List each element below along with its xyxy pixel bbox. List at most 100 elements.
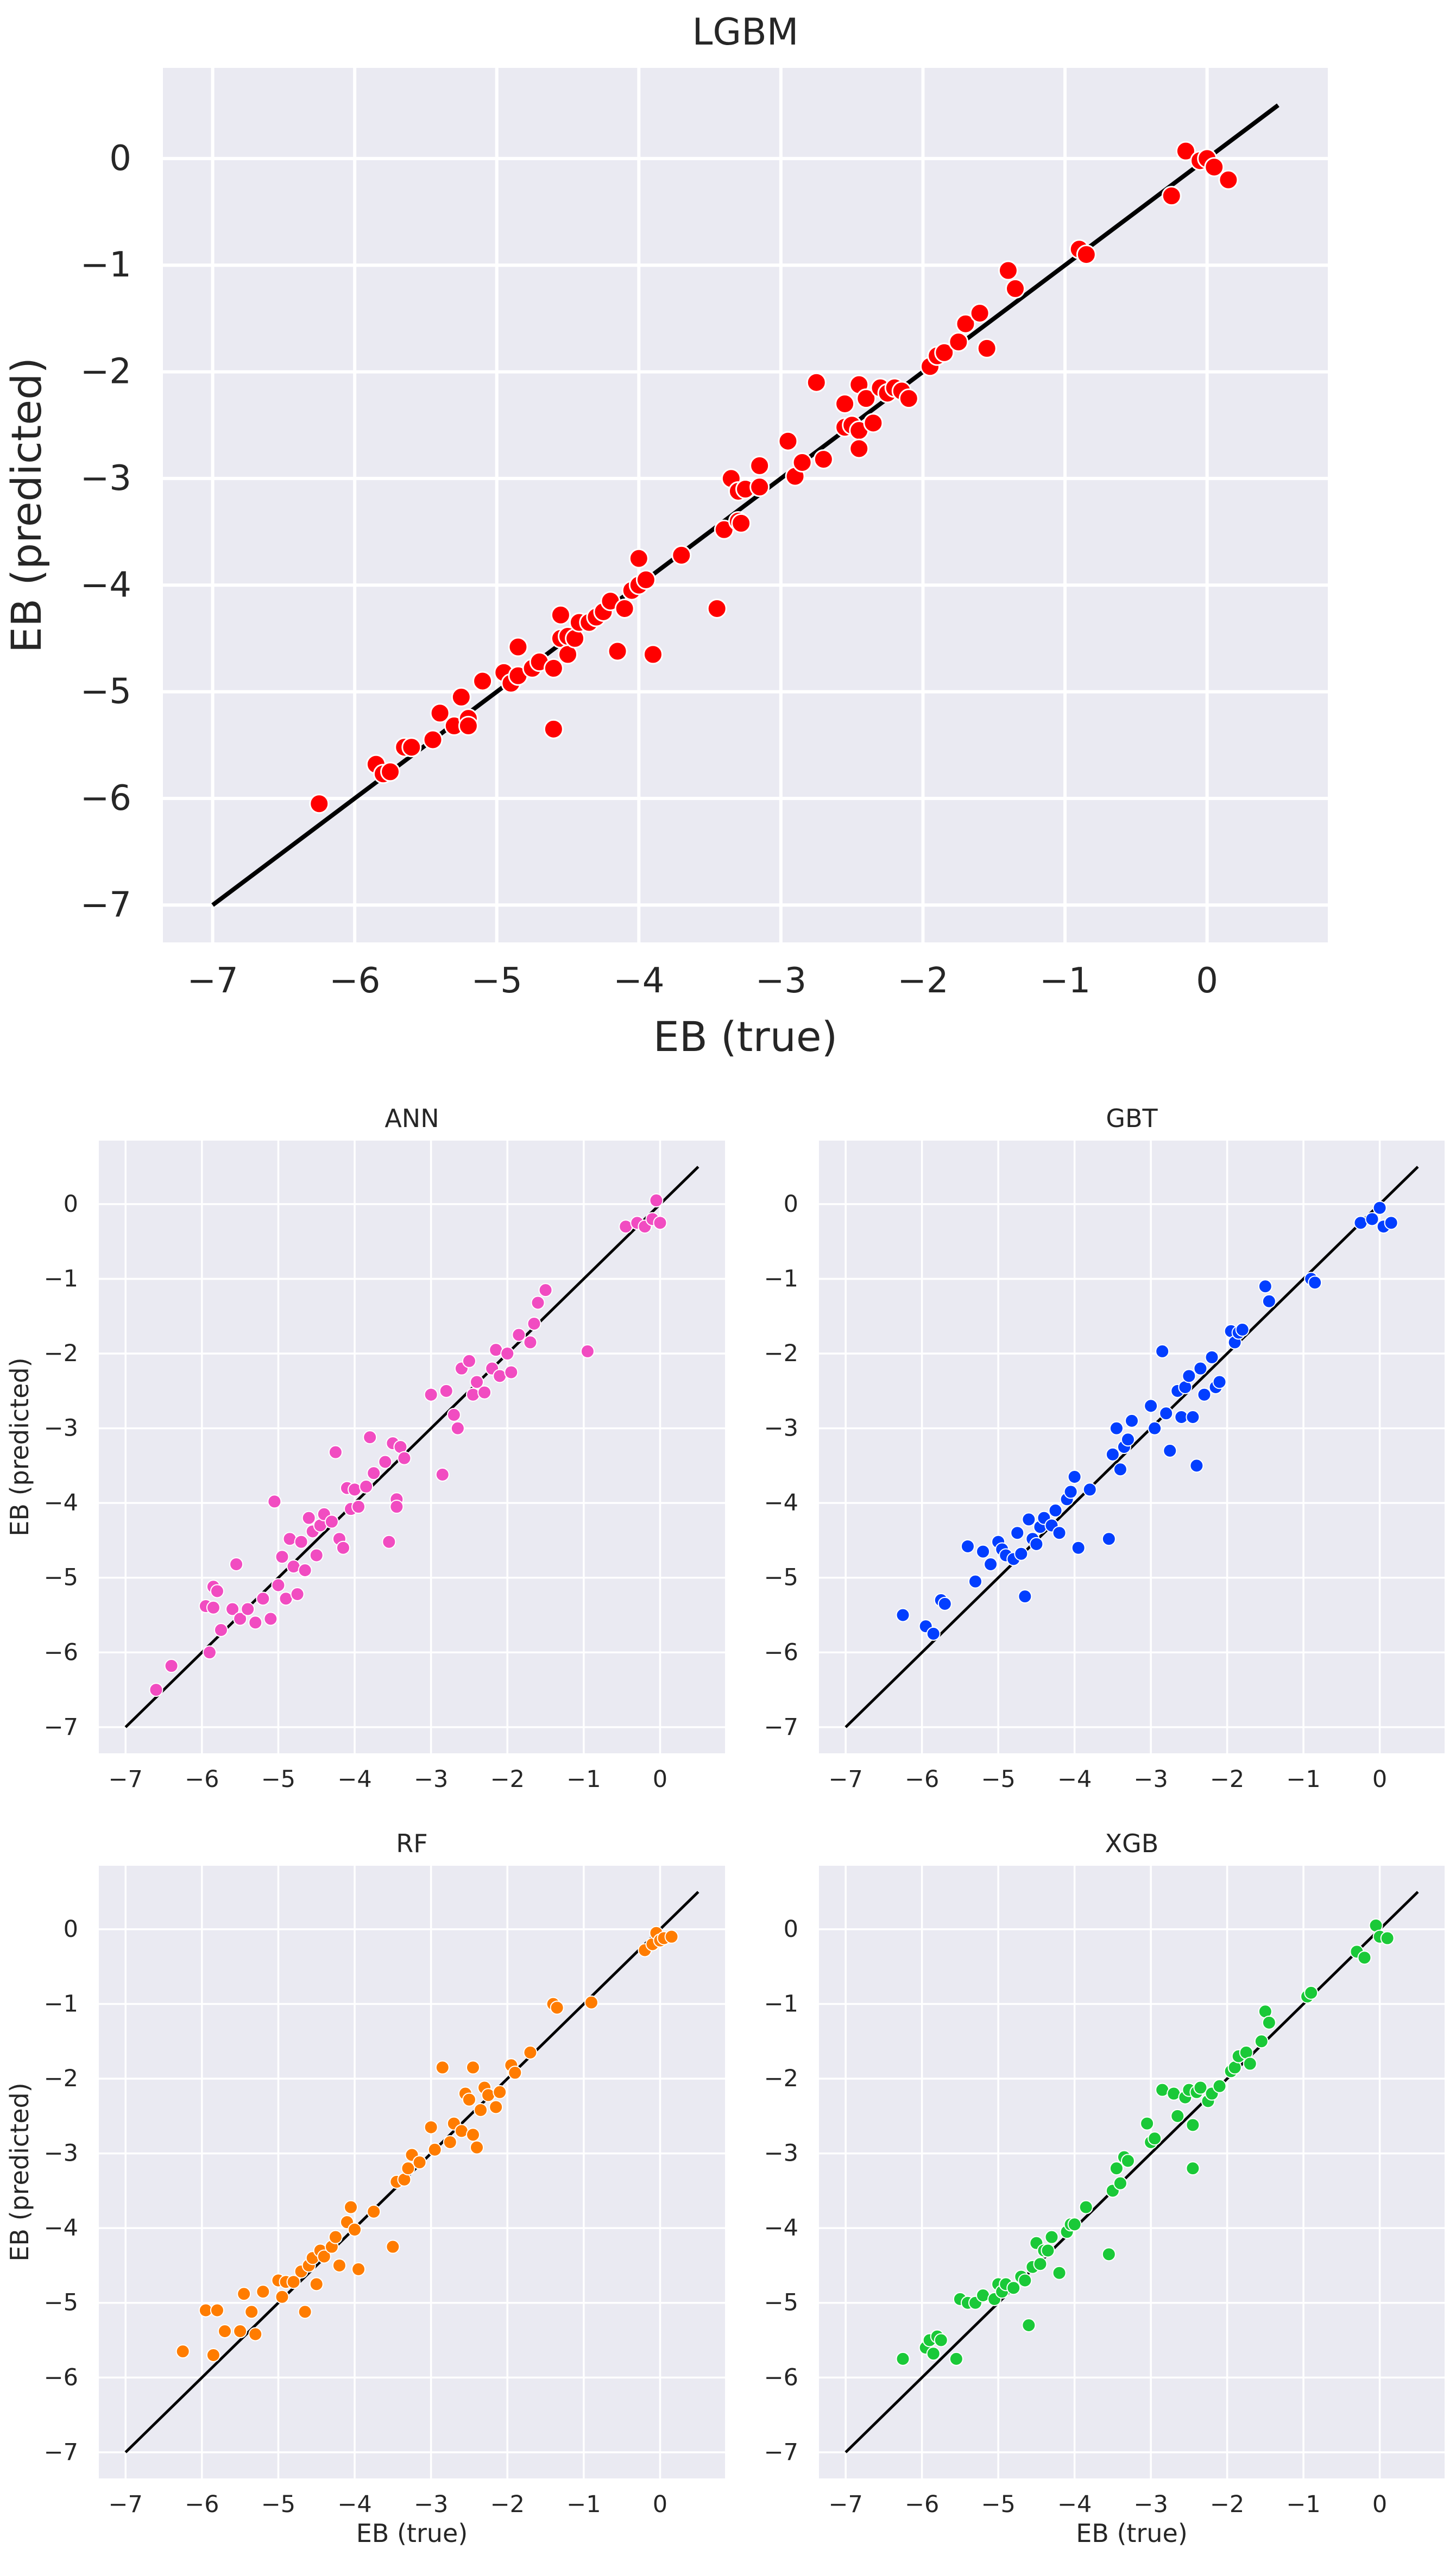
lgbm-data-point bbox=[635, 569, 656, 590]
ann-data-point bbox=[439, 1383, 453, 1398]
ann-data-point bbox=[210, 1584, 224, 1599]
xgb-data-point bbox=[1186, 2118, 1200, 2132]
ann-data-point bbox=[348, 1482, 362, 1497]
lgbm-y-tick-label: −6 bbox=[80, 778, 131, 819]
ann-data-point bbox=[324, 1514, 339, 1529]
lgbm-data-point bbox=[934, 342, 955, 363]
rf-data-point bbox=[462, 2092, 476, 2107]
gbt-data-point bbox=[1120, 1432, 1135, 1447]
lgbm-data-point bbox=[1204, 157, 1225, 178]
xgb-panel: −7 −6 −5 −4 −3 −2 −1 0 −7 −6 −5 −4 −3 −2 −1 0 XGB EB (tru… bbox=[764, 1829, 1445, 2548]
rf-data-point bbox=[386, 2239, 400, 2254]
lgbm-data-point bbox=[792, 452, 812, 473]
gbt-x-tick-label: −5 bbox=[981, 1766, 1015, 1793]
rf-y-tick-label: −3 bbox=[44, 2140, 78, 2167]
xgb-data-point bbox=[1052, 2265, 1067, 2280]
ann-data-point bbox=[477, 1385, 492, 1400]
lgbm-data-point bbox=[451, 687, 471, 707]
lgbm-data-point bbox=[380, 762, 401, 782]
gbt-data-point bbox=[1235, 1323, 1250, 1337]
ann-data-point bbox=[202, 1645, 217, 1660]
gbt-data-point bbox=[1029, 1537, 1044, 1551]
gbt-y-tick-label: −6 bbox=[764, 1639, 798, 1666]
lgbm-data-point bbox=[550, 605, 571, 625]
ann-data-point bbox=[462, 1354, 476, 1368]
xgb-data-point bbox=[1006, 2281, 1021, 2295]
gbt-data-point bbox=[1163, 1443, 1177, 1458]
ann-x-tick-label: 0 bbox=[653, 1766, 667, 1793]
lgbm-data-point bbox=[707, 598, 727, 619]
ann-x-tick-label: −6 bbox=[185, 1766, 219, 1793]
gbt-data-point bbox=[1262, 1294, 1276, 1308]
gbt-data-point bbox=[1048, 1503, 1063, 1518]
ann-y-tick-label: −2 bbox=[44, 1340, 78, 1367]
gbt-y-tick-label: 0 bbox=[784, 1191, 798, 1218]
gbt-data-point bbox=[1022, 1512, 1036, 1527]
rf-data-point bbox=[298, 2305, 312, 2319]
xgb-y-tick-label: −6 bbox=[764, 2364, 798, 2391]
rf-data-point bbox=[344, 2200, 358, 2214]
gbt-data-point bbox=[937, 1596, 952, 1611]
gbt-data-point bbox=[984, 1557, 998, 1571]
rf-data-point bbox=[424, 2120, 438, 2135]
ann-data-point bbox=[363, 1430, 377, 1445]
lgbm-data-point bbox=[671, 545, 692, 565]
gbt-data-point bbox=[1071, 1540, 1086, 1555]
ann-data-point bbox=[446, 1407, 461, 1422]
lgbm-data-point bbox=[430, 703, 450, 723]
rf-y-tick-label: −2 bbox=[44, 2065, 78, 2092]
rf-data-point bbox=[210, 2303, 224, 2318]
ann-data-point bbox=[290, 1587, 305, 1601]
ann-y-tick-label: −1 bbox=[44, 1265, 78, 1292]
lgbm-data-point bbox=[1005, 278, 1026, 299]
lgbm-data-point bbox=[508, 637, 528, 657]
lgbm-data-point bbox=[1218, 169, 1239, 190]
xgb-data-point bbox=[1193, 2080, 1208, 2095]
xgb-x-tick-label: −3 bbox=[1133, 2491, 1168, 2518]
rf-x-tick-label: 0 bbox=[653, 2491, 667, 2518]
rf-title: RF bbox=[396, 1829, 427, 1858]
rf-data-point bbox=[309, 2277, 324, 2292]
rf-data-point bbox=[248, 2327, 263, 2342]
rf-data-point bbox=[218, 2324, 232, 2339]
ann-data-point bbox=[367, 1466, 381, 1481]
xgb-data-point bbox=[1079, 2200, 1093, 2214]
rf-data-point bbox=[244, 2305, 259, 2319]
lgbm-x-tick-label: −3 bbox=[755, 961, 806, 1001]
ann-data-point bbox=[523, 1335, 538, 1350]
gbt-data-point bbox=[1109, 1421, 1124, 1436]
ann-data-point bbox=[149, 1683, 163, 1697]
xgb-data-point bbox=[1140, 2116, 1155, 2131]
ann-y-tick-label: −4 bbox=[44, 1489, 78, 1516]
gbt-data-point bbox=[1212, 1375, 1227, 1389]
lgbm-data-point bbox=[849, 438, 869, 459]
xgb-data-point bbox=[1186, 2161, 1200, 2176]
ann-x-tick-label: −4 bbox=[337, 1766, 371, 1793]
ann-data-point bbox=[435, 1467, 450, 1482]
rf-data-point bbox=[401, 2161, 415, 2176]
rf-data-point bbox=[286, 2275, 301, 2289]
gbt-data-point bbox=[1308, 1275, 1322, 1290]
lgbm-y-axis-label: EB (predicted) bbox=[2, 357, 51, 653]
gbt-y-tick-label: −7 bbox=[764, 1714, 798, 1741]
rf-y-axis-label: EB (predicted) bbox=[5, 2082, 34, 2261]
rf-data-point bbox=[493, 2085, 507, 2099]
ann-data-point bbox=[282, 1532, 297, 1546]
ann-data-point bbox=[298, 1563, 312, 1577]
ann-x-tick-label: −3 bbox=[414, 1766, 448, 1793]
lgbm-data-point bbox=[614, 598, 635, 619]
gbt-panel: −7 −6 −5 −4 −3 −2 −1 0 −7 −6 −5 −4 −3 −2 −1 0 GBT bbox=[764, 1104, 1445, 1793]
gbt-reference-line bbox=[844, 1166, 1419, 1728]
xgb-x-tick-label: −7 bbox=[828, 2491, 862, 2518]
lgbm-data-point bbox=[806, 372, 827, 393]
gbt-data-point bbox=[1155, 1344, 1170, 1358]
ann-y-tick-label: −6 bbox=[44, 1639, 78, 1666]
gbt-y-tick-label: −2 bbox=[764, 1340, 798, 1367]
ann-data-point bbox=[653, 1216, 667, 1230]
xgb-x-axis-label: EB (true) bbox=[1076, 2519, 1188, 2548]
ann-data-point bbox=[649, 1193, 664, 1208]
rf-x-tick-label: −2 bbox=[490, 2491, 525, 2518]
ann-data-point bbox=[206, 1600, 220, 1615]
ann-data-point bbox=[351, 1500, 366, 1514]
xgb-data-point bbox=[926, 2346, 941, 2361]
